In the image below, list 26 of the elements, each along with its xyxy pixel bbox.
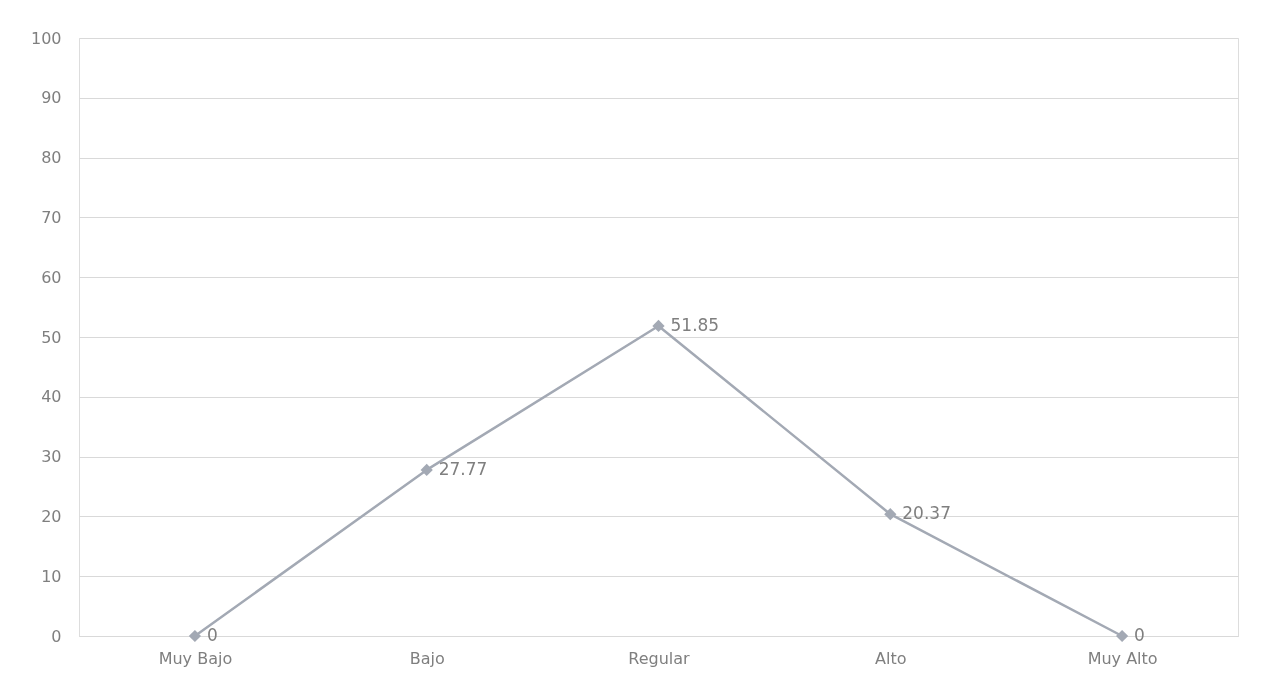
y-tick-label: 10	[41, 566, 62, 586]
y-tick-label: 60	[41, 267, 62, 287]
y-tick-label: 40	[41, 387, 62, 407]
x-tick-label: Muy Alto	[1087, 648, 1158, 668]
y-tick-label: 90	[41, 88, 62, 108]
y-tick-label: 100	[30, 28, 62, 48]
x-tick-label: Alto	[875, 648, 907, 668]
data-label: 20.37	[902, 503, 951, 524]
y-tick-label: 20	[41, 506, 62, 526]
y-tick-label: 70	[41, 207, 62, 227]
y-tick-label: 50	[41, 327, 62, 347]
data-label: 27.77	[438, 458, 488, 479]
point	[188, 629, 202, 643]
data-label: 0	[206, 625, 218, 645]
y-tick-label: 80	[41, 148, 62, 168]
x-tick-label: Regular	[628, 648, 691, 668]
point	[1115, 629, 1129, 643]
data-label: 51.85	[670, 314, 720, 335]
y-tick-label: 30	[41, 447, 62, 467]
x-tick-label: Bajo	[409, 648, 445, 668]
x-tick-label: Muy Bajo	[158, 648, 233, 668]
point	[652, 319, 665, 333]
point	[420, 463, 433, 477]
y-tick-label: 0	[51, 626, 62, 646]
point	[884, 508, 897, 521]
data-label: 0	[1134, 625, 1145, 645]
